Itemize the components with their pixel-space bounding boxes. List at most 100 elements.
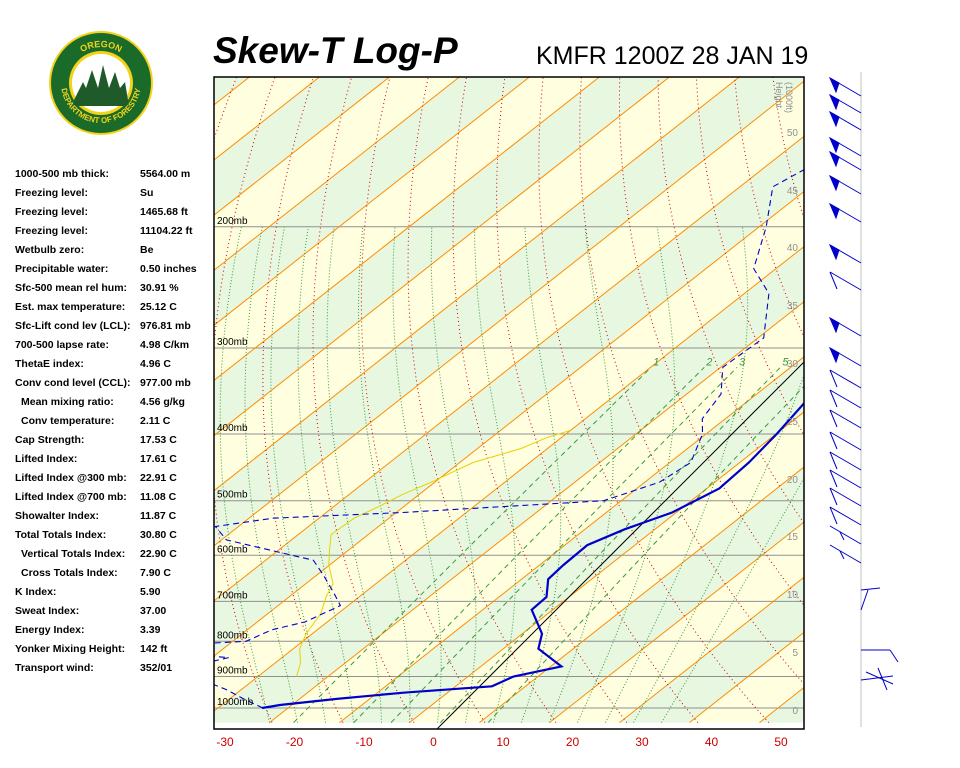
wind-barb-staff <box>829 451 862 471</box>
stat-value: 11.87 C <box>140 510 177 522</box>
stat-value: 4.56 g/kg <box>140 396 185 408</box>
stat-label: Lifted Index @300 mb: <box>15 472 127 484</box>
wind-barb-staff <box>829 203 862 223</box>
wind-barb-flag <box>829 451 838 470</box>
stat-label: Transport wind: <box>15 662 94 674</box>
station-time-label: KMFR 1200Z 28 JAN 19 <box>536 42 809 70</box>
x-tick-label: 0 <box>430 735 437 749</box>
temperature-band <box>549 522 804 723</box>
height-tick-label: 50 <box>787 128 799 139</box>
stat-value: 5.90 <box>140 586 161 598</box>
stat-value: 4.98 C/km <box>140 339 190 351</box>
wind-barb-staff <box>829 506 862 526</box>
isobar-label: 400mb <box>217 423 248 434</box>
mixing-ratio-line <box>390 366 738 723</box>
moist-adiabat-line <box>577 226 676 723</box>
wind-barb-flag <box>877 667 888 691</box>
wind-barb-flag <box>889 649 899 663</box>
isobar-label: 900mb <box>217 665 248 676</box>
wind-barbs <box>828 76 899 691</box>
wind-barb-flag <box>829 369 838 388</box>
dry-adiabat-line <box>695 77 804 436</box>
wind-barb-flag <box>829 389 838 408</box>
stat-value: 352/01 <box>140 662 173 674</box>
wind-barb-pennant <box>828 136 840 154</box>
plot-frame <box>213 76 805 730</box>
moist-adiabat-line <box>521 226 562 723</box>
height-tick-label: 25 <box>787 417 799 428</box>
stat-value: 30.91 % <box>140 282 179 294</box>
stat-value: Be <box>140 244 154 256</box>
height-tick-label: 0 <box>792 706 798 717</box>
moist-adiabat-line <box>549 226 614 723</box>
moist-adiabat-line <box>326 226 382 723</box>
height-tick-label: 15 <box>787 532 799 543</box>
stat-value: 5564.00 m <box>140 168 191 180</box>
wind-barb-staff <box>829 369 862 389</box>
isotherm-line <box>689 631 804 723</box>
wind-barb-staff <box>829 409 862 429</box>
oregon-department-of-forestry-logo: OREGON DEPARTMENT OF FORESTRY <box>49 31 153 135</box>
stat-label: Conv temperature: <box>21 415 115 427</box>
stat-label: 1000-500 mb thick: <box>15 168 109 180</box>
dry-adiabat-line <box>452 77 628 723</box>
height-tick-label: 10 <box>787 590 799 601</box>
wind-barb-pennant <box>828 243 840 261</box>
mixing-ratio-label: 8 <box>824 356 831 368</box>
mixing-ratio-label: 2 <box>705 356 712 368</box>
wind-barb-staff <box>829 137 862 157</box>
wind-barb-staff <box>829 317 862 337</box>
wind-barb-flag <box>829 469 838 488</box>
temperature-band <box>214 246 804 723</box>
stat-label: Yonker Mixing Height: <box>15 643 126 655</box>
wind-barb-flag <box>829 409 838 428</box>
mixing-ratio-label: 1 <box>653 356 659 368</box>
stat-label: K Index: <box>15 586 57 598</box>
isobar-label: 800mb <box>217 630 248 641</box>
plot-background <box>214 77 804 729</box>
stat-label: Cap Strength: <box>15 434 85 446</box>
wind-barb-staff <box>829 431 862 451</box>
moist-adiabat-line <box>219 226 270 723</box>
dry-adiabat-line <box>214 77 276 723</box>
height-tick-label: 35 <box>787 301 799 312</box>
reference-line <box>436 361 804 729</box>
dry-adiabat-line <box>804 20 960 723</box>
height-tick-label: 5 <box>792 648 798 659</box>
stat-value: 977.00 mb <box>140 377 191 389</box>
height-tick-label: 30 <box>787 359 799 370</box>
stat-label: Precipitable water: <box>15 263 109 275</box>
temperature-band <box>269 301 804 723</box>
moist-adiabat-line <box>633 373 804 723</box>
chart-title: Skew-T Log-P <box>213 30 458 71</box>
mixing-ratio-line <box>440 366 781 723</box>
wind-barb-staff <box>829 244 862 264</box>
wind-barb-staff <box>829 151 862 171</box>
stat-label: Sfc-Lift cond lev (LCL): <box>15 320 131 332</box>
wind-barb-flag <box>839 550 845 560</box>
wind-barb-staff <box>829 544 862 564</box>
wind-barb-pennant <box>828 202 840 220</box>
stat-label: Wetbulb zero: <box>15 244 85 256</box>
height-tick-label: 20 <box>787 475 799 486</box>
stat-value: 22.90 C <box>140 548 177 560</box>
wind-barb-pennant <box>828 93 840 111</box>
wind-barb-pennant <box>828 150 840 168</box>
wind-barb-flag <box>829 506 838 525</box>
dry-adiabat-line <box>734 77 804 339</box>
moist-adiabat-line <box>358 226 411 723</box>
stat-label: ThetaE index: <box>15 358 84 370</box>
stat-value: 3.39 <box>140 624 161 636</box>
dry-adiabat-line <box>496 77 699 723</box>
isobar-label: 200mb <box>217 216 248 227</box>
stat-value: 976.81 mb <box>140 320 191 332</box>
wind-barb-flag <box>839 531 845 541</box>
stat-label: Lifted Index @700 mb: <box>15 491 127 503</box>
stat-value: 1465.68 ft <box>140 206 188 218</box>
moist-adiabat-line <box>474 226 517 723</box>
isobar-label: 500mb <box>217 490 248 501</box>
isotherm-line <box>214 190 804 657</box>
x-tick-label: 50 <box>774 735 788 749</box>
wind-barb-staff <box>860 589 869 611</box>
dry-adiabat-line <box>214 77 238 141</box>
